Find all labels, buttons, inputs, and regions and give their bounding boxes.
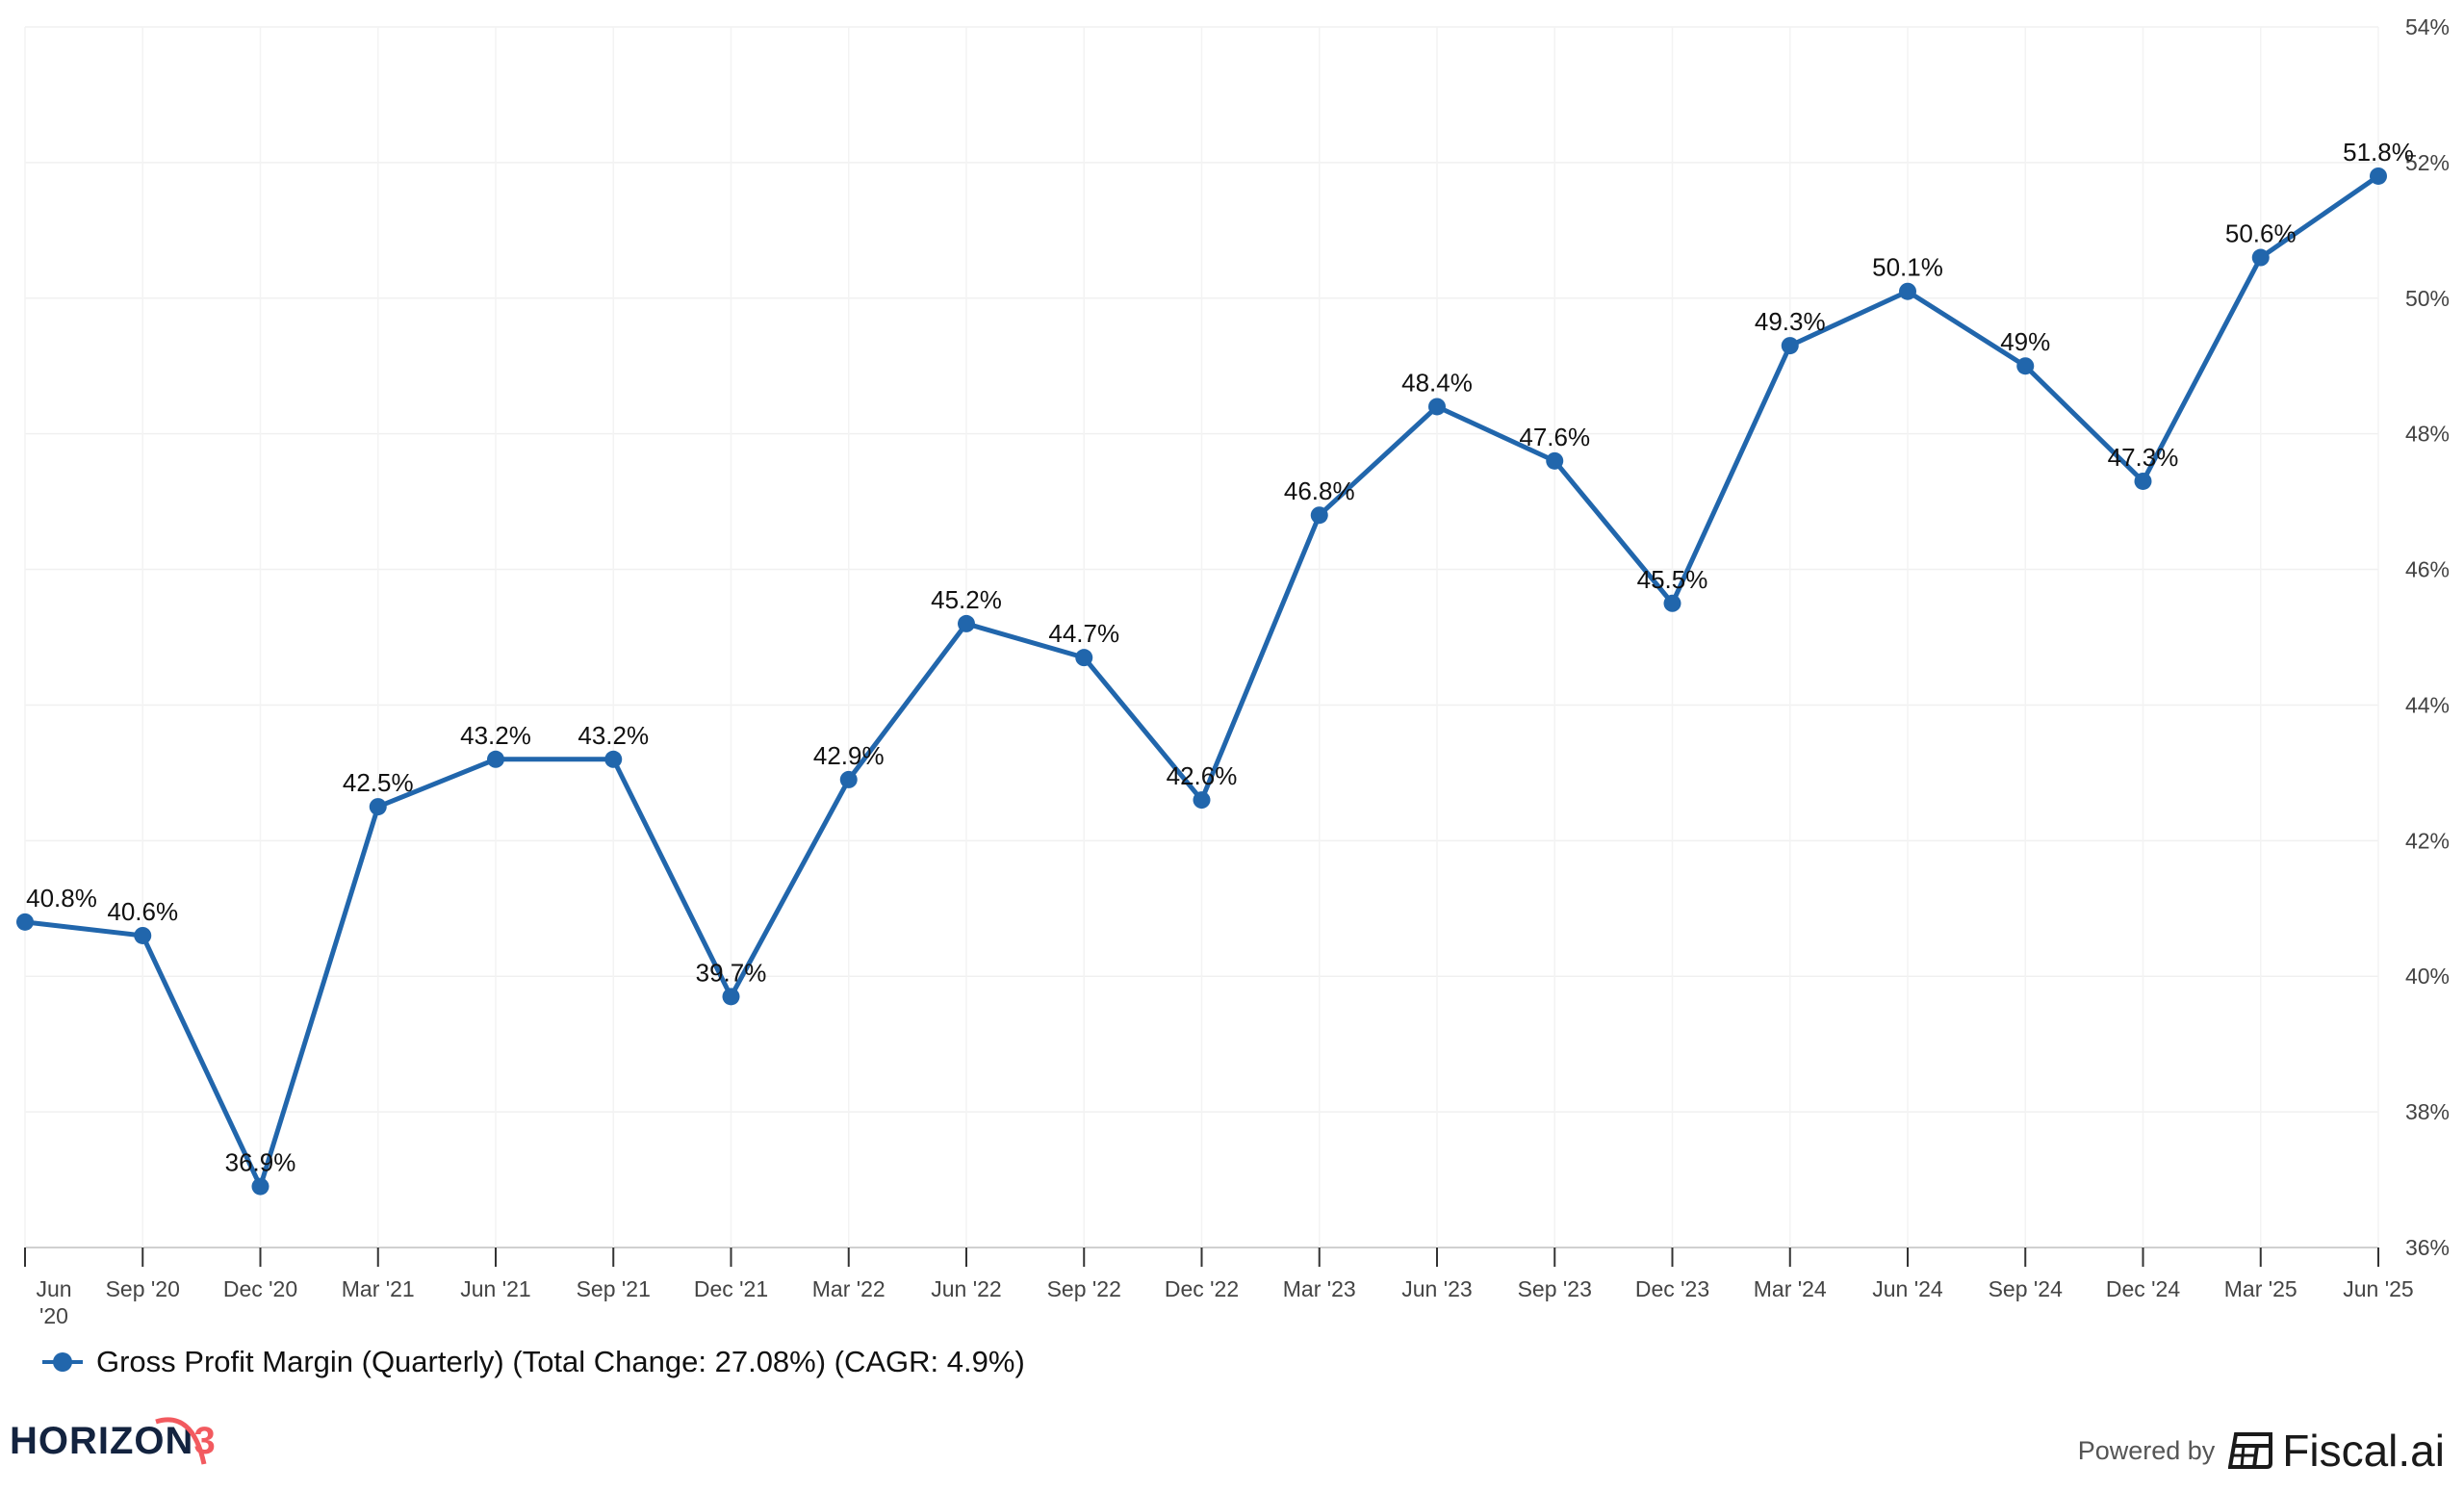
data-point (1075, 649, 1093, 667)
data-label: 48.4% (1401, 368, 1473, 397)
data-point (1781, 337, 1799, 355)
powered-by-text: Powered by (2077, 1435, 2216, 1465)
data-point (2251, 248, 2270, 267)
x-tick-label: Mar '23 (1283, 1276, 1356, 1301)
data-point (1663, 594, 1681, 612)
x-tick-label: Jun '25 (2343, 1276, 2413, 1301)
data-point (604, 750, 623, 768)
data-label: 47.6% (1519, 423, 1590, 451)
data-point (2134, 472, 2152, 490)
x-tick-label-line2: '20 (39, 1303, 68, 1328)
data-point (369, 798, 387, 816)
x-tick-label: Dec '22 (1165, 1276, 1239, 1301)
data-label: 43.2% (460, 721, 531, 750)
x-tick-label: Jun '22 (931, 1276, 1001, 1301)
data-label: 51.8% (2343, 138, 2414, 167)
x-tick-label: Jun '21 (460, 1276, 530, 1301)
y-tick-label: 46% (2405, 557, 2450, 582)
data-label: 44.7% (1048, 619, 1119, 648)
x-tick-label: Dec '23 (1635, 1276, 1709, 1301)
x-tick-label: Sep '22 (1047, 1276, 1121, 1301)
data-label: 50.6% (2225, 219, 2297, 248)
x-tick-label: Mar '24 (1754, 1276, 1827, 1301)
x-tick-label: Dec '20 (223, 1276, 297, 1301)
x-tick-label: Dec '21 (694, 1276, 768, 1301)
data-label: 40.8% (26, 884, 97, 913)
data-label: 49% (2000, 327, 2050, 356)
x-tick-label: Sep '20 (106, 1276, 180, 1301)
data-point (1546, 451, 1564, 470)
legend-label: Gross Profit Margin (Quarterly) (Total C… (96, 1345, 1025, 1378)
x-tick-label: Mar '21 (342, 1276, 415, 1301)
data-label: 42.6% (1167, 761, 1238, 790)
y-tick-label: 52% (2405, 150, 2450, 175)
x-tick-label: Mar '22 (812, 1276, 886, 1301)
legend[interactable]: Gross Profit Margin (Quarterly) (Total C… (42, 1345, 1025, 1379)
y-tick-label: 42% (2405, 828, 2450, 853)
horizon3-logo: HORIZON3 (10, 1417, 217, 1465)
data-label: 50.1% (1872, 253, 1943, 282)
y-tick-label: 40% (2405, 964, 2450, 989)
data-point (839, 770, 858, 788)
data-label: 36.9% (225, 1148, 296, 1177)
data-label: 42.9% (813, 741, 885, 770)
data-label: 39.7% (696, 958, 767, 987)
data-point (722, 988, 740, 1006)
data-point (1899, 282, 1916, 300)
y-tick-label: 44% (2405, 692, 2450, 717)
data-point (2016, 357, 2035, 375)
y-tick-label: 38% (2405, 1099, 2450, 1124)
data-label: 42.5% (343, 768, 414, 797)
x-tick-label: Mar '25 (2224, 1276, 2297, 1301)
powered-by: Powered by Fiscal.ai (2078, 1425, 2445, 1477)
data-label: 47.3% (2108, 443, 2179, 472)
data-point (1428, 398, 1446, 416)
y-tick-label: 54% (2405, 14, 2450, 39)
data-label: 40.6% (107, 897, 178, 926)
data-point (487, 750, 504, 768)
fiscal-logo-icon (2228, 1432, 2273, 1469)
legend-marker-icon (42, 1352, 83, 1372)
y-tick-label: 50% (2405, 286, 2450, 311)
x-tick-label: Dec '24 (2106, 1276, 2180, 1301)
fiscal-brand: Fiscal.ai (2282, 1426, 2445, 1476)
data-point (134, 926, 152, 944)
data-label: 45.5% (1637, 565, 1708, 594)
x-tick-label: Jun '20 (36, 1276, 71, 1328)
data-point (958, 614, 975, 632)
line-chart: 36% 38% 40% 42% 44% 46% 48% 50% 52% 54% Jun '20 Sep … (16, 14, 2450, 1328)
y-tick-label: 36% (2405, 1235, 2450, 1260)
x-tick-label: Jun '24 (1872, 1276, 1943, 1301)
x-tick-label: Jun '23 (1401, 1276, 1472, 1301)
x-tick-label: Sep '21 (577, 1276, 651, 1301)
logo-arc-icon (155, 1417, 207, 1465)
data-point (2370, 167, 2387, 185)
data-point (1193, 791, 1211, 810)
x-tick-label: Sep '23 (1518, 1276, 1592, 1301)
data-label: 43.2% (578, 721, 649, 750)
data-label: 45.2% (931, 585, 1002, 614)
data-point (251, 1177, 270, 1196)
x-tick-label: Sep '24 (1989, 1276, 2063, 1301)
data-point (16, 913, 34, 931)
data-label: 46.8% (1284, 476, 1355, 505)
data-point (1310, 506, 1328, 525)
y-tick-label: 48% (2405, 422, 2450, 447)
data-label: 49.3% (1755, 307, 1826, 336)
